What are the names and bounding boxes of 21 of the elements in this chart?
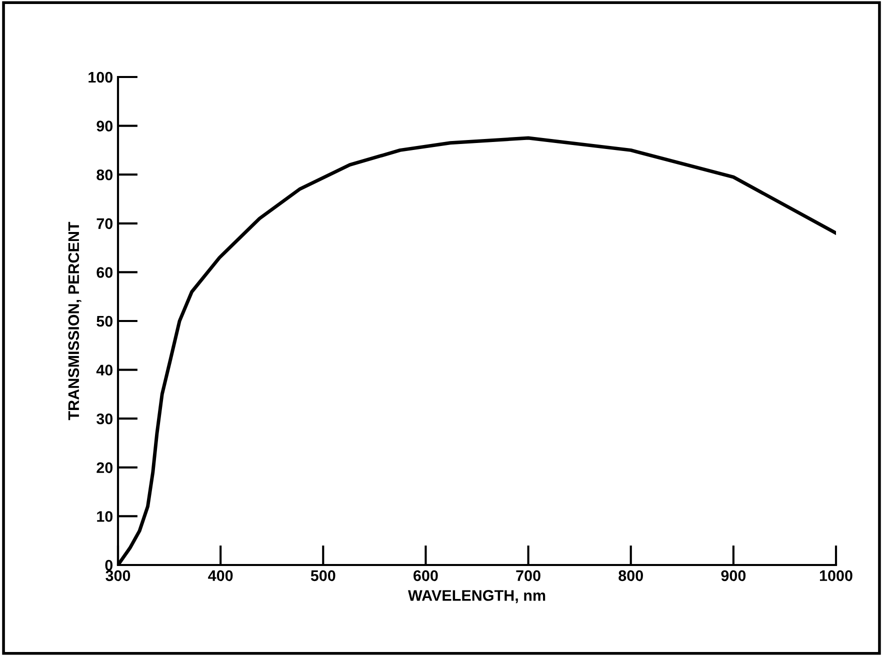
x-tick-label: 600 — [414, 570, 438, 582]
y-tick-label: 70 — [96, 218, 113, 230]
x-tick-label: 500 — [310, 570, 336, 582]
y-tick-label: 50 — [96, 316, 113, 327]
x-tick-label: 1000 — [820, 570, 852, 582]
y-tick-label: 90 — [96, 120, 113, 132]
x-tick-label: 800 — [618, 570, 643, 582]
y-tick-label: 100 — [88, 72, 113, 83]
y-tick-label: 20 — [96, 462, 113, 474]
x-tick-label: 900 — [721, 570, 746, 582]
x-axis-title: WAVELENGTH, nm — [408, 590, 546, 604]
y-tick-label: 60 — [96, 267, 113, 278]
x-tick-label: 700 — [516, 570, 540, 582]
y-tick-label: 80 — [96, 169, 113, 180]
y-tick-label: 0 — [105, 560, 113, 571]
y-axis-title: TRANSMISSION, PERCENT — [68, 222, 82, 420]
x-tick-label: 300 — [106, 570, 130, 582]
x-tick-label: 400 — [208, 570, 233, 582]
y-tick-label: 30 — [96, 413, 113, 424]
y-tick-label: 40 — [96, 364, 113, 376]
y-tick-label: 10 — [97, 511, 113, 522]
